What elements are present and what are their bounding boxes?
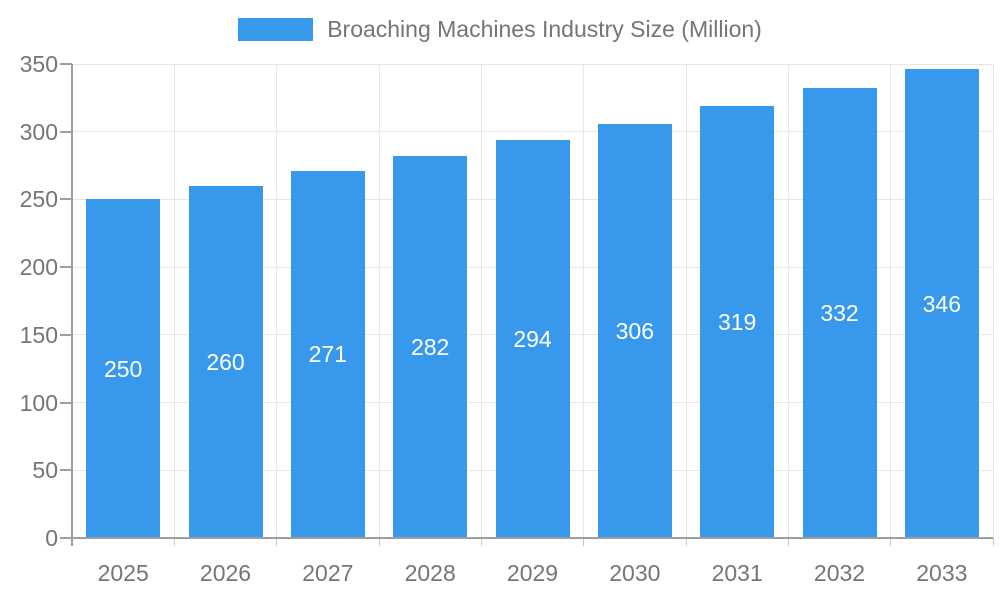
y-tick-mark — [60, 63, 72, 65]
x-axis-tick-label: 2028 — [404, 560, 456, 586]
y-tick-mark — [60, 198, 72, 201]
y-axis-tick-label: 50 — [32, 457, 58, 484]
x-axis-tick-label: 2030 — [609, 560, 661, 586]
x-tick-mark — [173, 538, 175, 546]
x-axis-tick-label: 2027 — [302, 560, 354, 586]
x-axis-tick-label: 2029 — [506, 560, 559, 586]
bar-2026 — [188, 185, 263, 538]
x-tick-mark — [890, 538, 892, 546]
y-axis-tick-label: 250 — [19, 186, 58, 213]
y-tick-mark — [60, 401, 72, 404]
y-axis-line — [71, 64, 73, 546]
bar-2033 — [904, 69, 979, 538]
x-tick-mark — [787, 538, 789, 546]
y-tick-mark — [60, 266, 72, 269]
bar-value-label: 250 — [103, 355, 143, 382]
x-gridline — [480, 64, 482, 538]
x-tick-mark — [685, 538, 687, 546]
x-tick-mark — [276, 538, 278, 546]
x-gridline — [583, 64, 585, 538]
x-gridline — [890, 64, 892, 538]
bar-value-label: 346 — [922, 290, 962, 317]
y-axis-tick-label: 150 — [19, 321, 58, 348]
y-tick-mark — [60, 537, 72, 539]
bar-2028 — [393, 156, 468, 538]
bar-2030 — [597, 123, 672, 538]
x-gridline — [276, 64, 278, 538]
bar-value-label: 332 — [820, 300, 859, 327]
x-tick-mark — [992, 538, 994, 546]
x-gridline — [173, 64, 175, 538]
bar-value-label: 306 — [615, 317, 655, 344]
bar-value-label: 282 — [410, 334, 450, 361]
bar-value-label: 271 — [308, 341, 348, 368]
x-gridline — [378, 64, 380, 538]
y-axis-tick-label: 100 — [19, 389, 58, 416]
bar-2029 — [495, 139, 570, 538]
bar-2031 — [700, 105, 775, 538]
x-axis-tick-label: 2031 — [711, 560, 763, 586]
x-gridline — [685, 64, 687, 538]
bar-2032 — [802, 88, 877, 538]
bar-2025 — [86, 199, 161, 538]
y-gridline — [72, 131, 993, 133]
bar-value-label: 319 — [717, 308, 757, 335]
x-tick-mark — [583, 538, 585, 546]
legend-swatch — [238, 18, 314, 41]
y-axis-tick-label: 350 — [19, 51, 58, 77]
x-axis-tick-label: 2033 — [916, 560, 968, 586]
x-gridline — [787, 64, 789, 538]
y-axis-tick-label: 300 — [19, 118, 58, 145]
y-axis-tick-label: 0 — [45, 525, 58, 551]
x-gridline — [992, 64, 994, 538]
bar-value-label: 260 — [206, 348, 245, 375]
y-tick-mark — [60, 130, 72, 133]
x-tick-mark — [480, 538, 482, 546]
legend: Broaching Machines Industry Size (Millio… — [0, 16, 1000, 43]
x-axis-tick-label: 2032 — [813, 560, 866, 586]
x-axis-line — [72, 537, 993, 539]
y-gridline — [72, 63, 993, 65]
x-tick-mark — [378, 538, 380, 546]
bar-value-label: 294 — [513, 325, 552, 352]
legend-label: Broaching Machines Industry Size (Millio… — [327, 16, 762, 42]
bar-2027 — [290, 170, 365, 538]
x-axis-tick-label: 2025 — [97, 560, 149, 586]
y-axis-tick-label: 200 — [19, 254, 58, 281]
x-axis-tick-label: 2026 — [199, 560, 252, 586]
y-tick-mark — [60, 333, 72, 336]
y-tick-mark — [60, 469, 72, 472]
